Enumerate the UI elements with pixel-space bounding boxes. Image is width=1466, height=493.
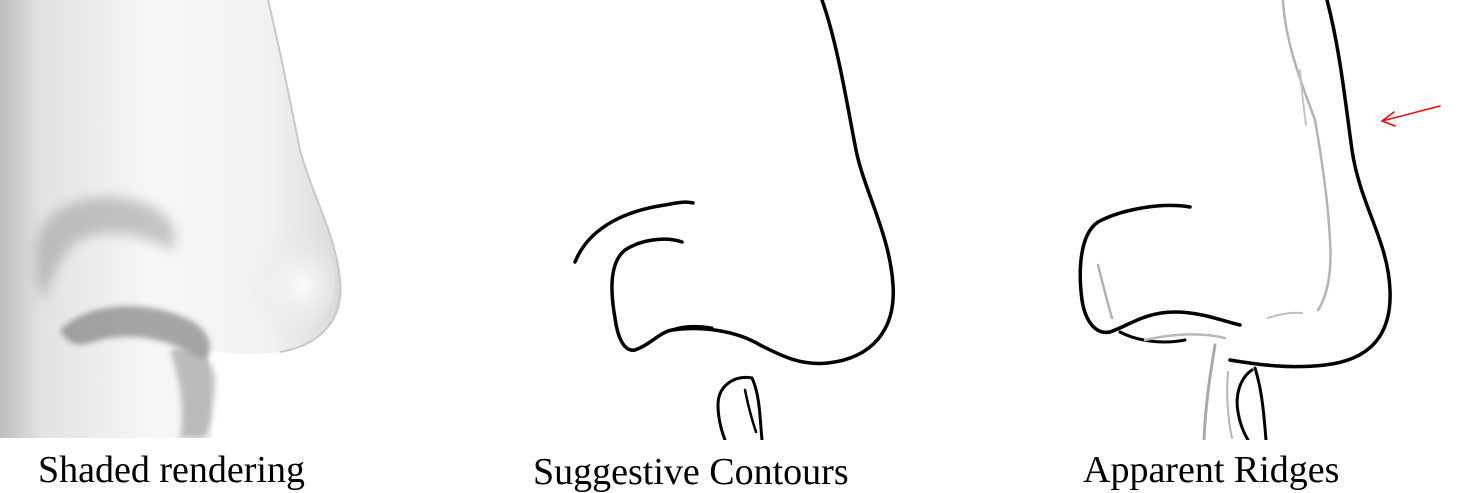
alar-crease-shadow	[60, 306, 210, 360]
ala-contour	[610, 237, 762, 352]
nostril-shadow	[35, 197, 175, 300]
ridge-lower-ridge	[1143, 333, 1227, 342]
columella-shadow	[170, 348, 215, 438]
ridge-columella-right	[1253, 366, 1268, 440]
columella-left-contour	[716, 375, 754, 440]
shaded-rendering-panel	[0, 0, 342, 438]
nose-tip-highlight	[225, 220, 335, 340]
ridge-columella-ridge	[1202, 343, 1217, 440]
ridge-ala-contour	[1078, 203, 1242, 335]
red-arrow-icon	[1381, 105, 1441, 127]
caption-shaded-rendering: Shaded rendering	[38, 449, 305, 491]
upper-nostril-contour	[573, 200, 695, 264]
caption-apparent-ridges: Apparent Ridges	[1083, 449, 1340, 491]
apparent-ridges-panel	[1078, 0, 1392, 440]
ridge-tip-ridge	[1267, 311, 1303, 319]
ridge-nostril-contour	[1118, 330, 1187, 344]
ridge-columella-left	[1235, 368, 1254, 440]
septum-contour	[743, 388, 758, 434]
caption-suggestive-contours: Suggestive Contours	[533, 451, 849, 493]
ridge-faint-line	[1299, 69, 1307, 126]
ridge-nostril-ridge	[1096, 263, 1114, 320]
nose-outline-edge	[267, 0, 342, 353]
nostril-opening-contour	[670, 324, 714, 332]
columella-right-contour	[750, 376, 764, 440]
ridge-profile-contour	[1228, 0, 1392, 369]
suggestive-contours-panel	[573, 0, 895, 440]
ridge-bridge-line	[1281, 0, 1332, 312]
ridge-inner-columella	[1226, 371, 1233, 439]
nose-profile-contour	[758, 0, 895, 366]
